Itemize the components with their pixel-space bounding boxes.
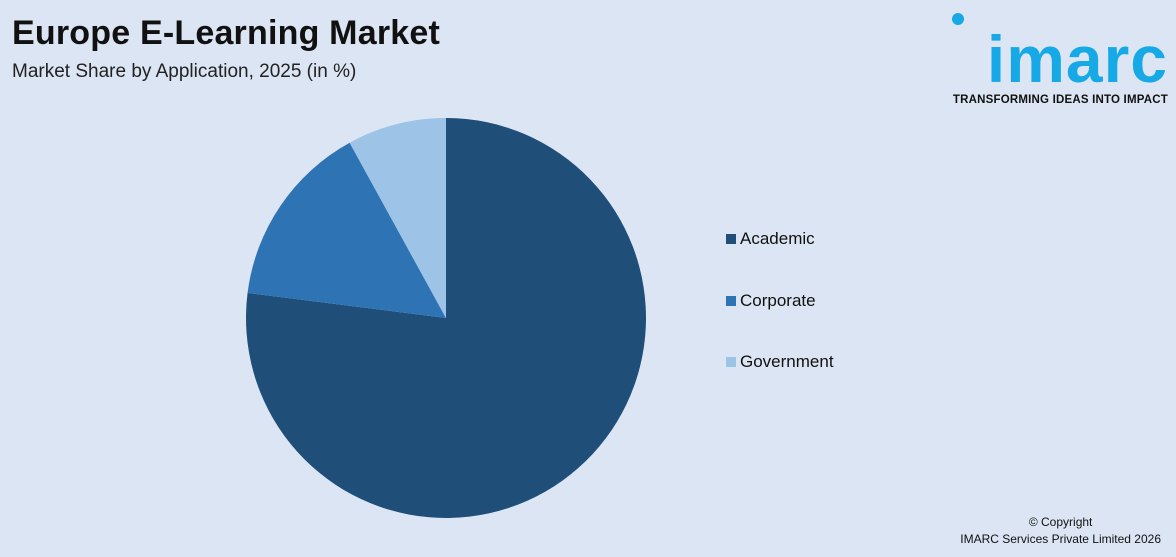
legend-item-government: Government (726, 349, 834, 375)
copyright-notice: © Copyright IMARC Services Private Limit… (960, 514, 1161, 548)
logo-dot (952, 13, 964, 25)
legend-swatch-corporate (726, 295, 736, 306)
legend-label-academic: Academic (740, 229, 815, 248)
legend-item-academic: Academic (726, 226, 834, 252)
pie-slice-government (349, 118, 446, 318)
copyright-line-1: © Copyright (1028, 515, 1093, 529)
legend-item-corporate: Corporate (726, 288, 834, 314)
chart-subtitle: Market Share by Application, 2025 (in %) (12, 61, 357, 82)
pie-slice-corporate (247, 142, 446, 318)
pie-slice-academic (246, 118, 647, 518)
imarc-logo: imarc TRANSFORMING IDEAS INTO IMPACT (943, 12, 1168, 112)
logo-wordmark: imarc (986, 22, 1168, 96)
copyright-line-2: IMARC Services Private Limited 2026 (960, 532, 1161, 546)
legend-label-corporate: Corporate (740, 290, 816, 310)
chart-title: Europe E-Learning Market (12, 14, 440, 52)
legend-label-government: Government (740, 352, 834, 371)
legend-swatch-academic (726, 234, 736, 244)
chart-legend: Academic Corporate Government (726, 226, 834, 411)
legend-swatch-government (726, 357, 736, 367)
pie-slices (246, 118, 647, 518)
logo-tagline: TRANSFORMING IDEAS INTO IMPACT (952, 94, 1168, 106)
